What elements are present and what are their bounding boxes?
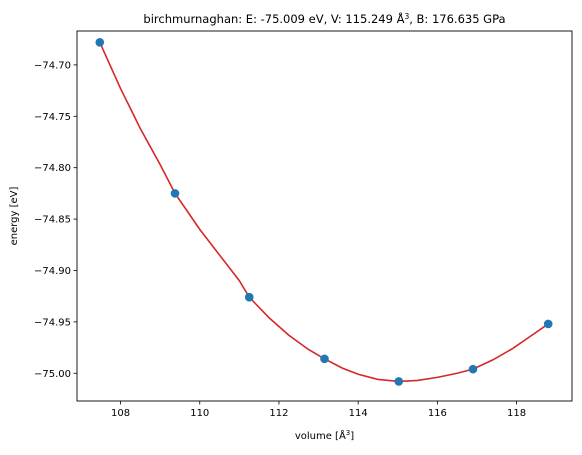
fit-line bbox=[99, 41, 549, 383]
y-tick-label: −74.70 bbox=[34, 60, 71, 71]
data-point bbox=[95, 38, 105, 47]
y-tick-label: −74.90 bbox=[34, 266, 71, 277]
x-tick-label: 112 bbox=[269, 408, 288, 419]
x-axis-label: volume [Å3] bbox=[295, 429, 354, 442]
y-tick-label: −75.00 bbox=[34, 369, 71, 380]
chart-title: birchmurnaghan: E: -75.009 eV, V: 115.24… bbox=[143, 11, 505, 26]
y-axis-label: energy [eV] bbox=[9, 186, 20, 245]
data-point bbox=[543, 319, 553, 329]
ticks-layer: 108 110 112 114 116 118 −74.70 −74.75 −74.80 −74.… bbox=[34, 60, 526, 419]
y-tick-label: −74.85 bbox=[34, 215, 71, 226]
data-point bbox=[320, 354, 329, 364]
plot-layer bbox=[95, 38, 553, 386]
plot-frame bbox=[76, 30, 573, 402]
y-tick-label: −74.75 bbox=[34, 112, 71, 123]
data-point bbox=[170, 189, 180, 198]
x-tick-label: 114 bbox=[349, 408, 368, 419]
data-point bbox=[244, 292, 254, 302]
y-tick-label: −74.80 bbox=[34, 163, 71, 174]
data-point bbox=[468, 364, 478, 374]
x-tick-label: 116 bbox=[428, 408, 447, 419]
x-tick-label: 110 bbox=[190, 408, 209, 419]
x-tick-label: 108 bbox=[111, 408, 130, 419]
data-point bbox=[394, 377, 404, 386]
y-tick-label: −74.95 bbox=[34, 317, 71, 328]
x-tick-label: 118 bbox=[507, 408, 526, 419]
